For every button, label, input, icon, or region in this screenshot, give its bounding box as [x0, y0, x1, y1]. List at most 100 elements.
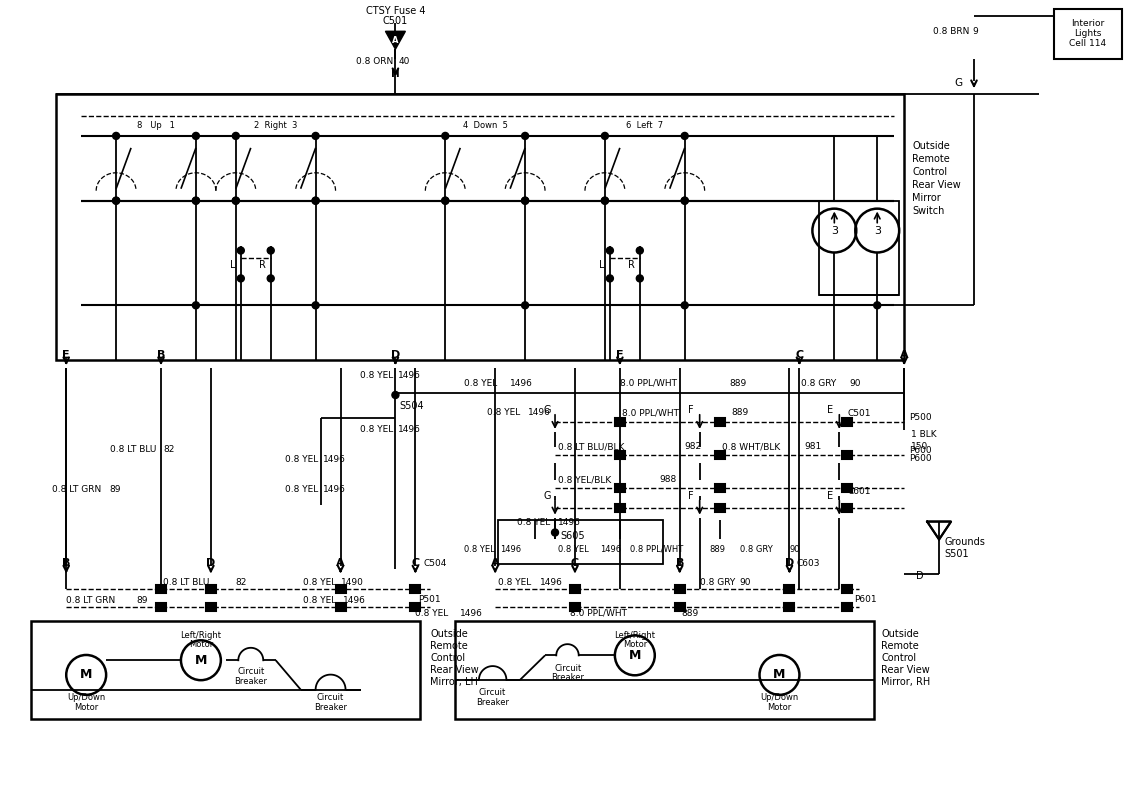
Bar	[56, 94, 904, 360]
Circle shape	[233, 198, 240, 204]
Bar	[842, 484, 852, 492]
Text: 8.0 PPL/WHT: 8.0 PPL/WHT	[620, 379, 677, 387]
Text: R: R	[628, 260, 635, 271]
Circle shape	[312, 198, 319, 204]
Text: C: C	[796, 350, 803, 360]
Circle shape	[522, 198, 529, 204]
Text: Circuit: Circuit	[237, 667, 264, 677]
Text: B: B	[62, 559, 70, 568]
Circle shape	[392, 391, 399, 398]
Text: E: E	[62, 350, 70, 360]
Text: 1490: 1490	[340, 578, 364, 587]
Text: S605: S605	[560, 531, 584, 541]
Circle shape	[607, 247, 614, 254]
Text: L: L	[231, 260, 235, 271]
Bar	[570, 604, 580, 611]
Circle shape	[607, 275, 614, 282]
Text: 889: 889	[681, 608, 699, 618]
Text: 90: 90	[739, 578, 751, 587]
Text: 0.8 BRN: 0.8 BRN	[932, 27, 970, 35]
Text: 89: 89	[110, 485, 121, 494]
Text: Up/Down: Up/Down	[67, 693, 105, 702]
Bar	[842, 586, 852, 593]
Text: M: M	[194, 654, 207, 667]
Text: 0.8 ORN: 0.8 ORN	[356, 57, 393, 65]
Circle shape	[237, 275, 244, 282]
Text: 150: 150	[911, 442, 929, 451]
Circle shape	[681, 198, 688, 204]
Circle shape	[192, 198, 199, 204]
Circle shape	[233, 132, 240, 139]
Text: 6  Left  7: 6 Left 7	[626, 121, 663, 131]
Circle shape	[636, 247, 643, 254]
Text: C: C	[411, 559, 419, 568]
Text: A: A	[899, 350, 909, 360]
Text: Up/Down: Up/Down	[760, 693, 799, 702]
Text: A: A	[392, 35, 399, 45]
Text: L: L	[599, 260, 605, 271]
Text: 90: 90	[790, 545, 800, 554]
Text: 0.8 YEL: 0.8 YEL	[463, 379, 497, 387]
Text: 1496: 1496	[600, 545, 622, 554]
Text: 0.8 YEL/BLK: 0.8 YEL/BLK	[558, 475, 611, 484]
Text: Control: Control	[881, 653, 916, 663]
Text: 1496: 1496	[558, 518, 581, 527]
Text: Breaker: Breaker	[314, 703, 347, 711]
Text: Rear View: Rear View	[881, 665, 930, 675]
Text: Motor: Motor	[75, 703, 98, 711]
Text: M: M	[773, 668, 785, 682]
Text: Remote: Remote	[912, 153, 950, 164]
Text: 988: 988	[660, 475, 677, 484]
Circle shape	[192, 198, 199, 204]
Text: Mirror, LH: Mirror, LH	[431, 677, 478, 687]
Text: 1496: 1496	[510, 379, 533, 387]
Bar	[570, 586, 580, 593]
Circle shape	[601, 198, 608, 204]
Text: M: M	[628, 648, 641, 662]
Text: C501: C501	[383, 17, 408, 26]
Circle shape	[113, 198, 120, 204]
Circle shape	[873, 302, 880, 309]
Text: C501: C501	[848, 409, 871, 419]
Text: 0.8 YEL: 0.8 YEL	[360, 371, 393, 379]
Circle shape	[312, 132, 319, 139]
Text: 0.8 LT GRN: 0.8 LT GRN	[52, 485, 102, 494]
Text: Outside: Outside	[431, 629, 468, 639]
Text: Breaker: Breaker	[234, 678, 268, 686]
Bar	[206, 586, 216, 593]
Bar	[819, 201, 899, 295]
Text: Grounds: Grounds	[944, 538, 985, 548]
Text: 0.8 LT GRN: 0.8 LT GRN	[67, 596, 115, 604]
Bar	[842, 504, 852, 512]
Text: 4  Down  5: 4 Down 5	[463, 121, 507, 131]
Circle shape	[233, 198, 240, 204]
Text: 0.8 YEL: 0.8 YEL	[286, 485, 319, 494]
Text: Mirror, RH: Mirror, RH	[881, 677, 930, 687]
Text: G: G	[544, 405, 550, 415]
Bar	[714, 418, 724, 426]
Text: 0.8 YEL: 0.8 YEL	[487, 408, 521, 417]
Text: Motor: Motor	[623, 640, 647, 649]
Bar	[714, 484, 724, 492]
Bar	[410, 586, 420, 593]
Text: 0.8 YEL: 0.8 YEL	[286, 455, 319, 464]
Text: Lights: Lights	[1074, 29, 1102, 38]
Text: Control: Control	[431, 653, 466, 663]
Bar	[675, 604, 685, 611]
Circle shape	[192, 132, 199, 139]
Polygon shape	[385, 31, 406, 50]
Text: Control: Control	[912, 167, 947, 177]
Text: 0.8 PPL/WHT: 0.8 PPL/WHT	[629, 545, 684, 554]
Text: 1496: 1496	[528, 408, 551, 417]
Text: Cell 114: Cell 114	[1069, 39, 1106, 48]
Circle shape	[522, 198, 529, 204]
Text: 0.8 LT BLU: 0.8 LT BLU	[163, 578, 209, 587]
Text: 1496: 1496	[460, 608, 484, 618]
Circle shape	[681, 302, 688, 309]
Text: Outside: Outside	[881, 629, 919, 639]
Text: Left/Right: Left/Right	[615, 631, 655, 641]
Bar	[675, 586, 685, 593]
Text: 889: 889	[731, 408, 749, 417]
Bar	[842, 451, 852, 459]
Bar	[615, 504, 625, 512]
